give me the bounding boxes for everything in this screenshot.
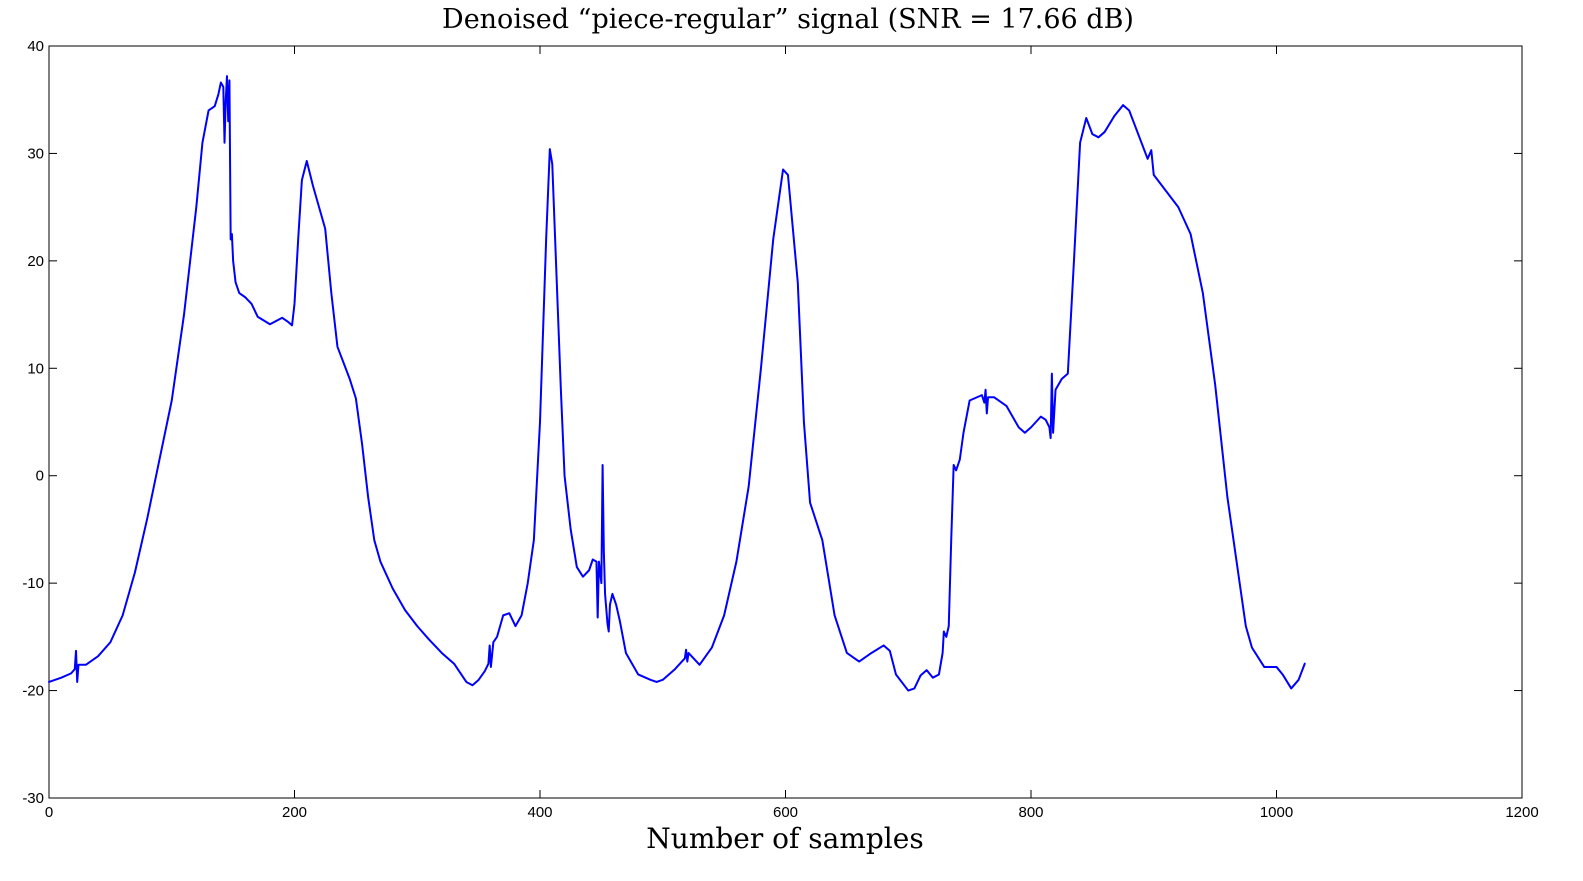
y-tick-label: 40 <box>27 38 44 55</box>
y-tick-label: -20 <box>22 683 44 700</box>
x-tick-label: 400 <box>527 804 552 821</box>
y-tick-label: -10 <box>22 575 44 592</box>
y-tick-label: 10 <box>27 360 44 377</box>
y-tick-label: 20 <box>27 253 44 270</box>
x-axis-label: Number of samples <box>646 822 923 855</box>
x-tick-label: 200 <box>282 804 307 821</box>
y-tick-label: -30 <box>22 790 44 807</box>
x-tick-label: 0 <box>45 804 53 821</box>
chart-title: Denoised “piece-regular” signal (SNR = 1… <box>442 4 1134 35</box>
x-tick-label: 1200 <box>1505 804 1538 821</box>
x-tick-label: 800 <box>1018 804 1043 821</box>
x-tick-label: 1000 <box>1260 804 1293 821</box>
y-tick-label: 30 <box>27 145 44 162</box>
y-tick-label: 0 <box>36 468 44 485</box>
x-tick-label: 600 <box>773 804 798 821</box>
